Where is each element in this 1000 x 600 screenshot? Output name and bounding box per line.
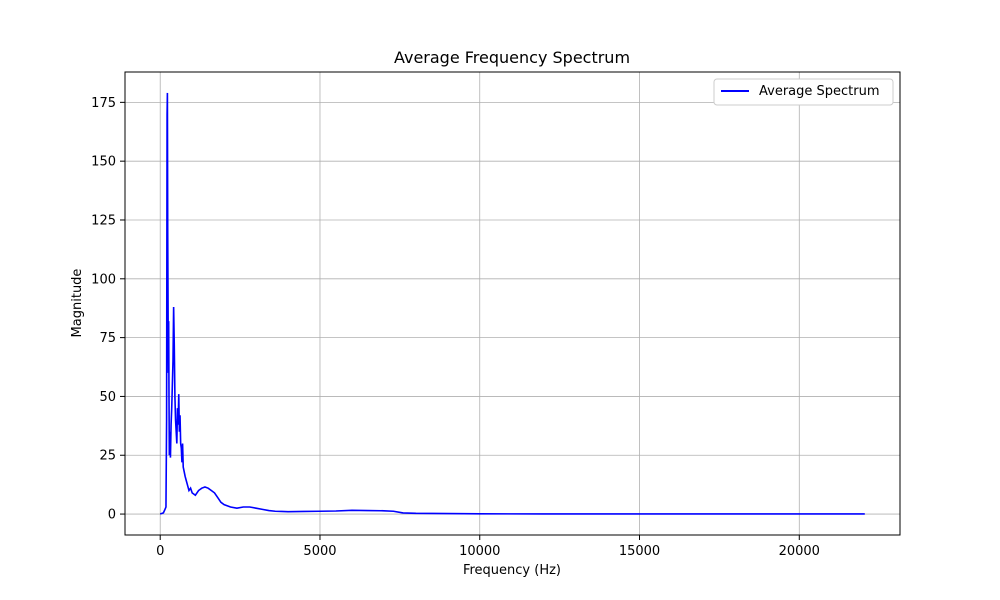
x-tick-label: 10000 [459,544,500,559]
x-tick-label: 5000 [303,544,336,559]
x-tick-label: 15000 [619,544,660,559]
x-tick-label: 20000 [779,544,820,559]
grid [125,72,900,535]
y-tick-label: 0 [108,508,116,523]
x-axis-label: Frequency (Hz) [463,563,561,578]
y-axis: 0 25 50 75 100 125 150 175 [91,96,125,523]
plot-area [124,71,901,536]
y-tick-label: 125 [91,213,116,228]
y-tick-label: 175 [91,96,116,111]
y-tick-label: 150 [91,155,116,170]
y-axis-label: Magnitude [70,269,85,338]
legend-box [713,78,894,106]
y-tick-label: 50 [99,390,116,405]
series-line-average-spectrum [159,92,865,515]
legend-label: Average Spectrum [759,84,880,99]
y-tick-label: 25 [99,449,116,464]
y-tick-label: 100 [91,272,116,287]
chart-title: Average Frequency Spectrum [394,48,630,67]
x-tick-label: 0 [156,544,164,559]
y-tick-label: 75 [99,331,116,346]
legend: Average Spectrum [713,78,894,106]
x-axis: 0 5000 10000 15000 20000 [156,535,820,559]
